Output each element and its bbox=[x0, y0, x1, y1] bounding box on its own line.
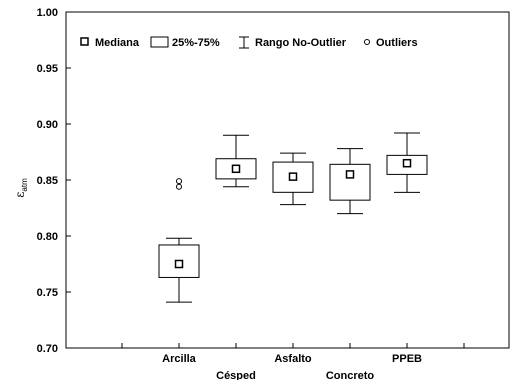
legend-label-median: Mediana bbox=[95, 37, 140, 49]
y-tick-label: 1.00 bbox=[37, 7, 58, 19]
x-tick-label: Arcilla bbox=[162, 353, 197, 365]
y-tick-label: 0.70 bbox=[37, 343, 58, 355]
legend-whisker-icon bbox=[239, 36, 249, 49]
x-tick-label: Asfalto bbox=[274, 353, 312, 365]
boxes bbox=[158, 132, 428, 303]
median-marker bbox=[345, 170, 355, 179]
legend-outlier-circle-icon bbox=[364, 39, 370, 45]
median-marker bbox=[174, 259, 184, 269]
legend-label-whisker: Rango No-Outlier bbox=[255, 37, 347, 49]
x-tick-label: Césped bbox=[216, 370, 256, 380]
y-tick-label: 0.75 bbox=[37, 287, 58, 299]
box-concreto bbox=[329, 148, 371, 215]
median-marker bbox=[231, 164, 241, 174]
y-tick-label: 0.90 bbox=[37, 119, 58, 131]
y-tick-label: 0.80 bbox=[37, 231, 58, 243]
legend: Mediana 25%-75% Rango No-Outlier Outlier… bbox=[80, 36, 418, 49]
y-axis-label-subscript: atm bbox=[20, 178, 29, 192]
y-axis-label: εatm bbox=[13, 178, 29, 198]
median-marker bbox=[288, 172, 298, 181]
legend-box-icon bbox=[150, 36, 169, 48]
y-axis: 0.70 0.75 0.80 0.85 0.90 0.95 1.00 bbox=[37, 7, 71, 355]
median-marker bbox=[402, 158, 412, 168]
x-tick-label: Concreto bbox=[326, 370, 375, 380]
box-c-sped bbox=[215, 134, 257, 188]
box-arcilla bbox=[158, 178, 200, 303]
x-axis: Arcilla Césped Asfalto Concreto PPEB bbox=[121, 343, 465, 380]
x-tick-label: PPEB bbox=[392, 353, 422, 365]
outlier-point bbox=[176, 183, 182, 190]
y-tick-label: 0.85 bbox=[37, 175, 58, 187]
outlier-point bbox=[176, 178, 182, 185]
y-axis-label-symbol: ε bbox=[13, 192, 27, 198]
legend-label-outliers: Outliers bbox=[376, 37, 418, 49]
svg-text:εatm: εatm bbox=[13, 178, 29, 198]
legend-label-iqr: 25%-75% bbox=[172, 37, 220, 49]
legend-median-square-icon bbox=[80, 37, 89, 46]
y-tick-label: 0.95 bbox=[37, 63, 58, 75]
box-asfalto bbox=[272, 152, 314, 206]
iqr-box bbox=[329, 163, 371, 201]
box-ppeb bbox=[386, 132, 428, 193]
